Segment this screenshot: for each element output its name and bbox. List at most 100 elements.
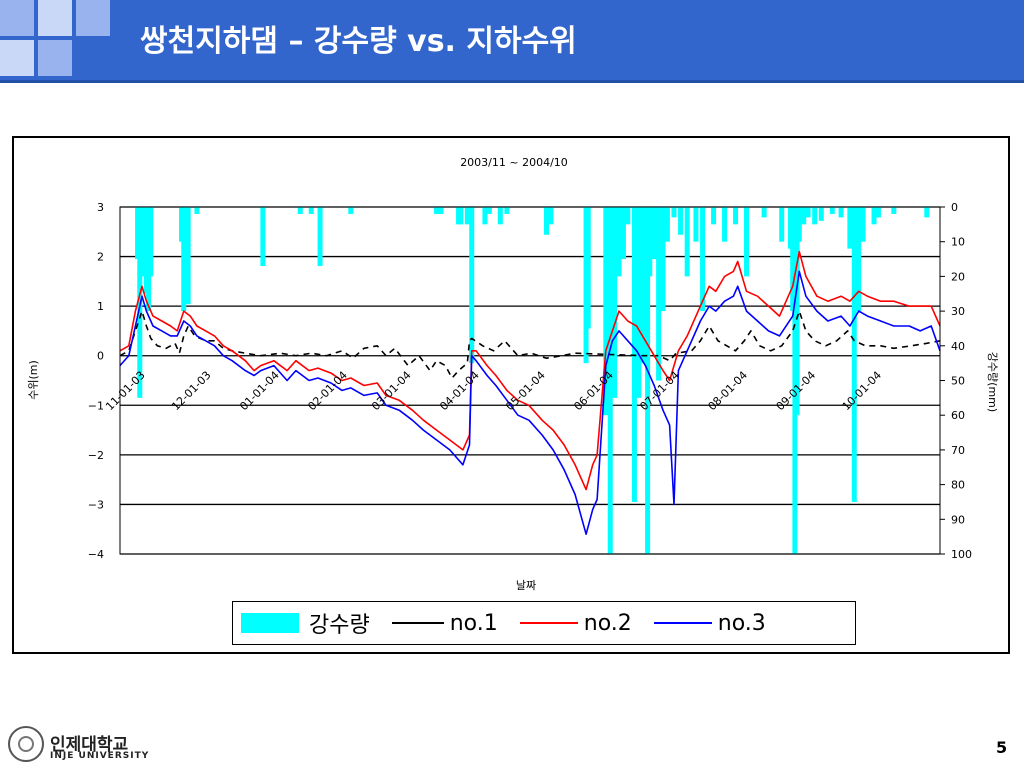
rain-bar bbox=[801, 207, 807, 225]
rain-bar bbox=[779, 207, 785, 242]
y2-tick-label: 80 bbox=[951, 479, 965, 492]
y2-axis-ticks: 0 10 20 30 40 50 60 70 80 90 100 bbox=[940, 201, 972, 561]
deco-square bbox=[76, 0, 110, 36]
rain-bar bbox=[671, 207, 677, 218]
rain-bar bbox=[612, 207, 618, 398]
banner-underline bbox=[0, 80, 1024, 83]
rain-bar bbox=[504, 207, 510, 214]
y2-tick-label: 70 bbox=[951, 444, 965, 457]
y-axis-ticks: 3 2 1 0 −1 −2 −3 −4 bbox=[88, 201, 104, 561]
deco-square bbox=[0, 40, 34, 76]
rain-bar bbox=[875, 207, 881, 218]
y-tick-label: 3 bbox=[97, 201, 104, 214]
series-line-no2 bbox=[119, 250, 941, 491]
university-name-en: INJE UNIVERSITY bbox=[50, 751, 150, 761]
rain-bar bbox=[684, 207, 690, 277]
rain-bar bbox=[464, 207, 470, 225]
rain-bar bbox=[678, 207, 684, 235]
rain-bar bbox=[812, 207, 818, 225]
x-tick-label: 05-01-04 bbox=[503, 369, 548, 414]
rain-bar bbox=[486, 207, 492, 214]
rain-bar bbox=[660, 207, 666, 312]
university-name-kr: 인제대학교 bbox=[50, 735, 129, 755]
rain-bar bbox=[625, 207, 631, 225]
rain-bar bbox=[616, 207, 622, 277]
legend-swatch-no3 bbox=[653, 622, 712, 624]
deco-square bbox=[38, 0, 72, 36]
rain-bar bbox=[148, 207, 154, 277]
y-tick-label: −2 bbox=[88, 449, 104, 462]
rain-bar bbox=[647, 207, 653, 277]
rain-bar bbox=[139, 207, 145, 277]
legend-swatch-no2 bbox=[519, 622, 578, 624]
rain-bar bbox=[656, 207, 662, 381]
rain-bar bbox=[794, 207, 800, 416]
rain-bar bbox=[620, 207, 626, 260]
x-tick-label: 12-01-03 bbox=[169, 369, 214, 414]
deco-square bbox=[38, 40, 72, 76]
y2-tick-label: 40 bbox=[951, 340, 965, 353]
x-tick-label: 08-01-04 bbox=[706, 369, 751, 414]
rain-bar bbox=[308, 207, 314, 214]
rain-bar bbox=[260, 207, 266, 266]
x-axis-label: 날짜 bbox=[516, 579, 536, 592]
rain-bar bbox=[693, 207, 699, 242]
rain-bar bbox=[548, 207, 554, 225]
legend-item-no1: no.1 bbox=[391, 610, 498, 636]
x-tick-label: 01-01-04 bbox=[237, 369, 282, 414]
rain-bar bbox=[585, 207, 591, 329]
x-tick-label: 04-01-04 bbox=[437, 369, 482, 414]
legend-item-no2: no.2 bbox=[519, 610, 632, 636]
y2-tick-label: 20 bbox=[951, 270, 965, 283]
y2-tick-label: 50 bbox=[951, 375, 965, 388]
rain-bar bbox=[700, 207, 706, 312]
legend-label-no1: no.1 bbox=[449, 610, 498, 636]
y2-tick-label: 60 bbox=[951, 409, 965, 422]
y2-tick-label: 100 bbox=[951, 548, 972, 561]
slide-title: 쌍천지하댐 – 강수량 vs. 지하수위 bbox=[140, 24, 577, 59]
y-axis-label: 수위(m) bbox=[27, 360, 40, 400]
legend-label-no2: no.2 bbox=[583, 610, 632, 636]
rain-bar bbox=[636, 207, 642, 398]
rain-bar bbox=[645, 207, 651, 554]
page-number: 5 bbox=[996, 738, 1008, 757]
rain-bar bbox=[482, 207, 488, 225]
rain-bar bbox=[711, 207, 717, 225]
y2-tick-label: 90 bbox=[951, 513, 965, 526]
rain-bar bbox=[497, 207, 503, 225]
deco-square bbox=[0, 0, 34, 36]
y-tick-label: 1 bbox=[97, 300, 104, 313]
y2-axis-label: 강수량(mm) bbox=[986, 352, 999, 412]
x-axis-ticks: 11-01-03 12-01-03 01-01-04 02-01-04 03-01-04… bbox=[103, 369, 884, 414]
rain-bar bbox=[856, 207, 862, 312]
y-tick-label: 0 bbox=[97, 350, 104, 363]
rain-bar bbox=[664, 207, 670, 242]
rain-bar bbox=[651, 207, 657, 260]
chart-title: 2003/11 ~ 2004/10 bbox=[460, 156, 568, 169]
rain-bar bbox=[744, 207, 750, 277]
rain-bar bbox=[640, 207, 646, 364]
rain-bar bbox=[631, 207, 637, 502]
university-seal-icon bbox=[8, 726, 44, 762]
rain-bar bbox=[860, 207, 866, 242]
legend-swatch-no1 bbox=[391, 622, 444, 624]
rain-bar bbox=[891, 207, 897, 214]
y2-tick-label: 10 bbox=[951, 236, 965, 249]
rain-bar bbox=[348, 207, 354, 214]
rain-bar bbox=[434, 207, 440, 214]
legend-item-no3: no.3 bbox=[653, 611, 766, 636]
rain-bar bbox=[818, 207, 824, 221]
rain-bar bbox=[438, 207, 444, 214]
rain-bar bbox=[851, 207, 857, 502]
title-banner: 쌍천지하댐 – 강수량 vs. 지하수위 bbox=[0, 0, 1024, 80]
series-line-no3 bbox=[119, 270, 941, 536]
y2-tick-label: 30 bbox=[951, 305, 965, 318]
rain-bar bbox=[829, 207, 835, 214]
y-tick-label: −1 bbox=[88, 399, 104, 412]
rain-bar bbox=[543, 207, 549, 235]
legend-item-rain: 강수량 bbox=[241, 607, 370, 639]
rain-bar bbox=[847, 207, 853, 249]
rain-bars bbox=[135, 207, 930, 554]
rain-bar bbox=[733, 207, 739, 225]
